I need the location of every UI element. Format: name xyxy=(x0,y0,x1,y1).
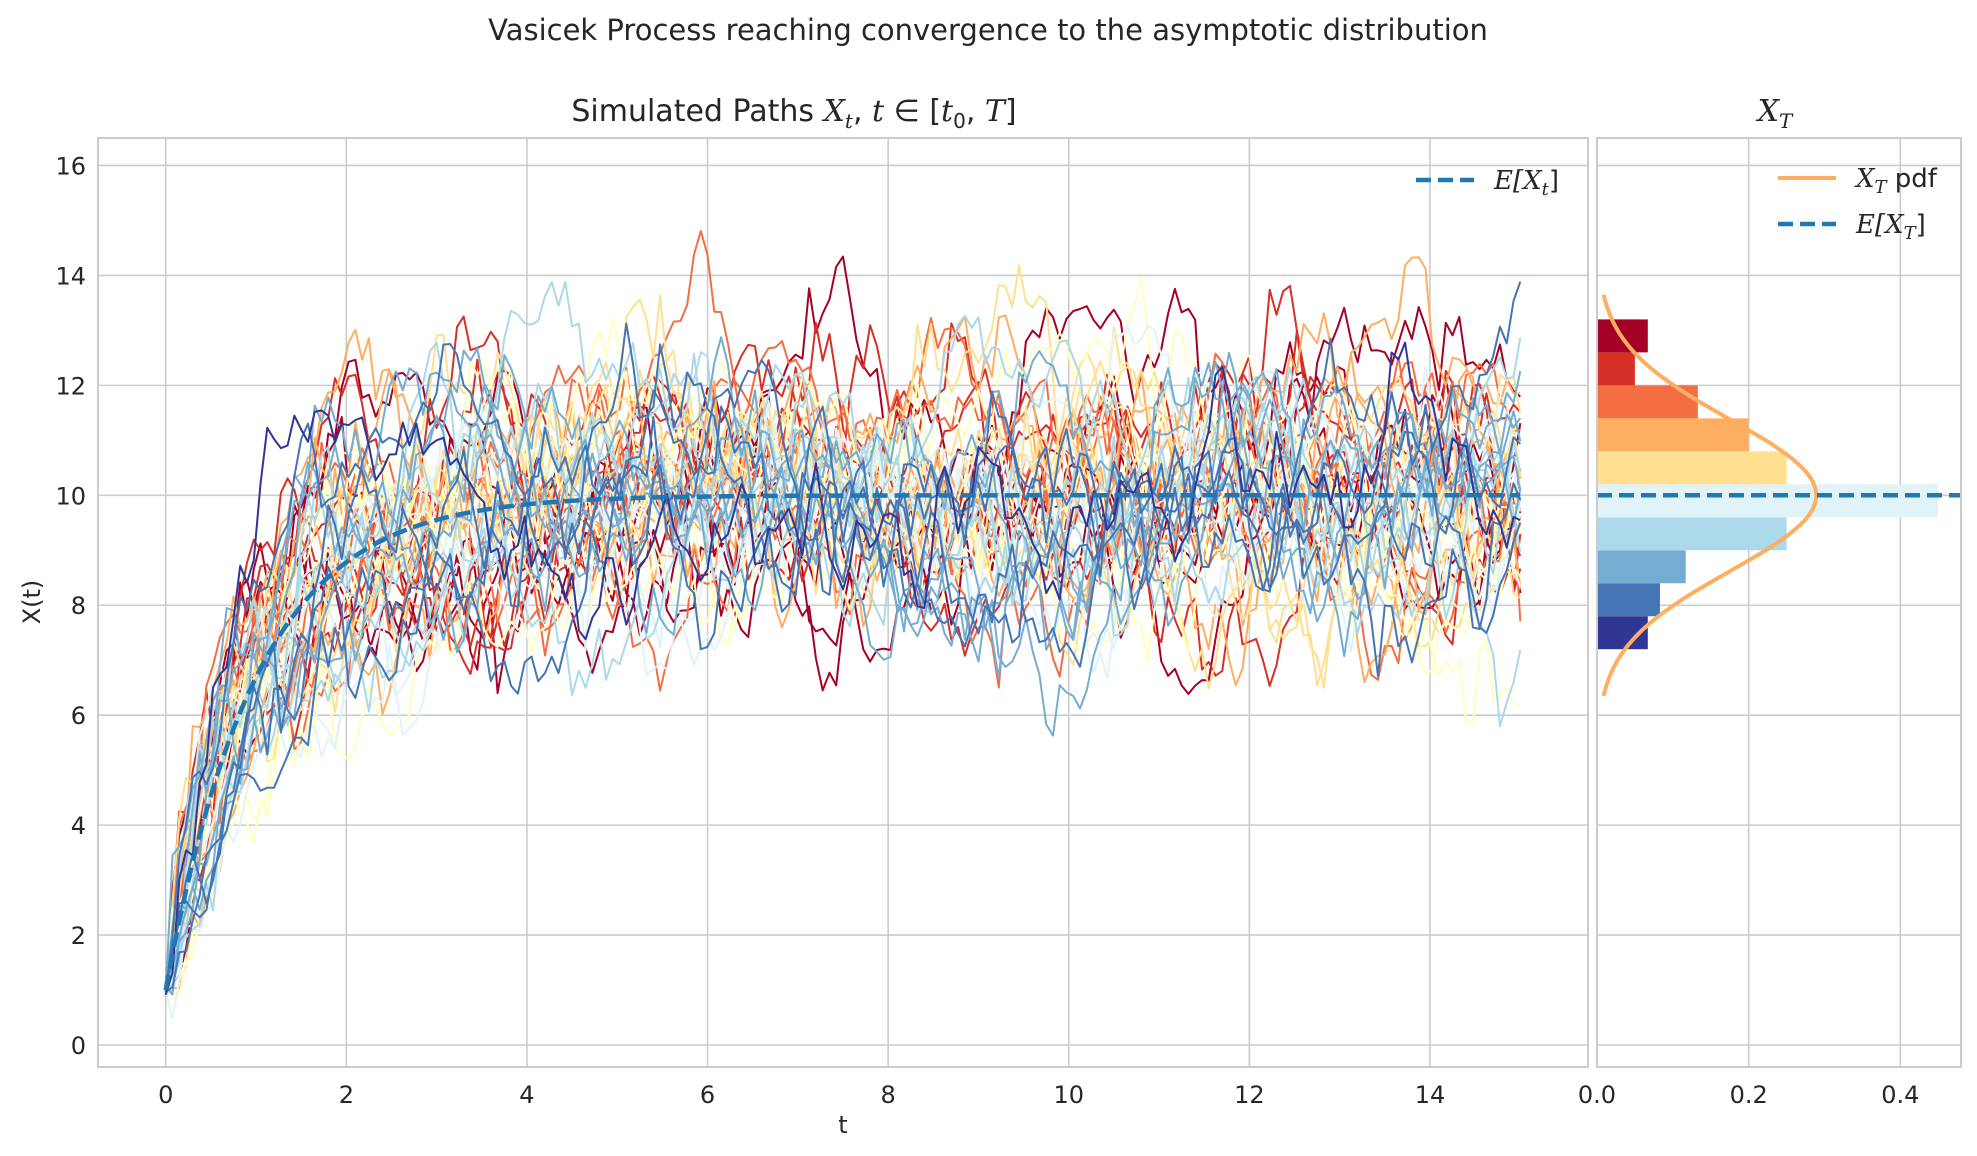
paths-y-ticks: 0 2 4 6 8 10 12 14 16 xyxy=(55,152,86,1060)
simulated-paths xyxy=(164,230,1522,1020)
path-line xyxy=(164,370,1522,997)
x-tick-label: 0.0 xyxy=(1578,1081,1616,1109)
paths-plot-area xyxy=(163,230,1522,1020)
paths-title: Simulated Paths Xt, t ∈ [t0, T] xyxy=(571,94,1016,133)
path-line xyxy=(164,365,1522,984)
path-line xyxy=(164,336,1522,993)
x-tick-label: 0.2 xyxy=(1730,1081,1768,1109)
path-line xyxy=(164,422,1522,986)
x-tick-label: 14 xyxy=(1415,1081,1446,1109)
histogram-bar xyxy=(1597,583,1660,617)
path-line xyxy=(164,294,1521,985)
x-tick-label: 0 xyxy=(158,1081,173,1109)
path-line xyxy=(164,349,1522,985)
x-tick-label: 10 xyxy=(1053,1081,1084,1109)
y-tick-label: 2 xyxy=(71,922,86,950)
histogram-bar xyxy=(1597,352,1635,386)
histogram-bar xyxy=(1597,418,1749,452)
histogram-bar xyxy=(1597,451,1787,485)
path-line xyxy=(164,341,1521,996)
distribution-panel: XT 0.0 0.2 0.4 XT pdf E[XT] xyxy=(1578,94,1962,1109)
distribution-legend: XT pdf E[XT] xyxy=(1778,164,1938,244)
legend-mean-label: E[Xt] xyxy=(1493,166,1559,200)
y-tick-label: 12 xyxy=(55,372,86,400)
legend-terminal-mean-label: E[XT] xyxy=(1855,210,1926,244)
paths-x-label: t xyxy=(838,1111,847,1139)
path-line xyxy=(165,281,1522,993)
x-tick-label: 0.4 xyxy=(1881,1081,1919,1109)
y-tick-label: 0 xyxy=(71,1032,86,1060)
figure-title: Vasicek Process reaching convergence to … xyxy=(488,13,1488,47)
path-line xyxy=(164,359,1522,991)
histogram-bar xyxy=(1597,517,1787,551)
y-tick-label: 16 xyxy=(55,152,86,180)
y-tick-label: 6 xyxy=(71,702,86,730)
paths-x-ticks: 0 2 4 6 8 10 12 14 xyxy=(158,1081,1445,1109)
path-line xyxy=(164,280,1522,993)
x-tick-label: 6 xyxy=(700,1081,715,1109)
x-tick-label: 2 xyxy=(339,1081,354,1109)
distribution-title: XT xyxy=(1756,94,1794,133)
x-tick-label: 12 xyxy=(1234,1081,1265,1109)
legend-pdf-label: XT pdf xyxy=(1854,164,1938,198)
y-tick-label: 10 xyxy=(55,482,86,510)
histogram-bar xyxy=(1597,550,1686,584)
distribution-x-ticks: 0.0 0.2 0.4 xyxy=(1578,1081,1920,1109)
paths-frame xyxy=(97,137,1589,1068)
y-tick-label: 14 xyxy=(55,262,86,290)
x-tick-label: 8 xyxy=(881,1081,896,1109)
expectation-line xyxy=(163,493,1521,991)
y-tick-label: 4 xyxy=(71,812,86,840)
paths-panel: Simulated Paths Xt, t ∈ [t0, T] 0 2 4 6 8 10 1… xyxy=(18,94,1589,1139)
paths-legend: E[Xt] xyxy=(1416,166,1559,200)
x-tick-label: 4 xyxy=(519,1081,534,1109)
histogram-bar xyxy=(1597,484,1939,518)
distribution-plot-area xyxy=(1597,294,1961,697)
histogram-bars xyxy=(1597,319,1939,650)
y-tick-label: 8 xyxy=(71,592,86,620)
path-line xyxy=(164,377,1522,991)
path-line xyxy=(164,354,1522,989)
distribution-frame xyxy=(1596,137,1962,1068)
path-line xyxy=(164,428,1522,995)
paths-y-label: X(t) xyxy=(18,580,46,625)
pdf-curve xyxy=(1601,294,1819,697)
